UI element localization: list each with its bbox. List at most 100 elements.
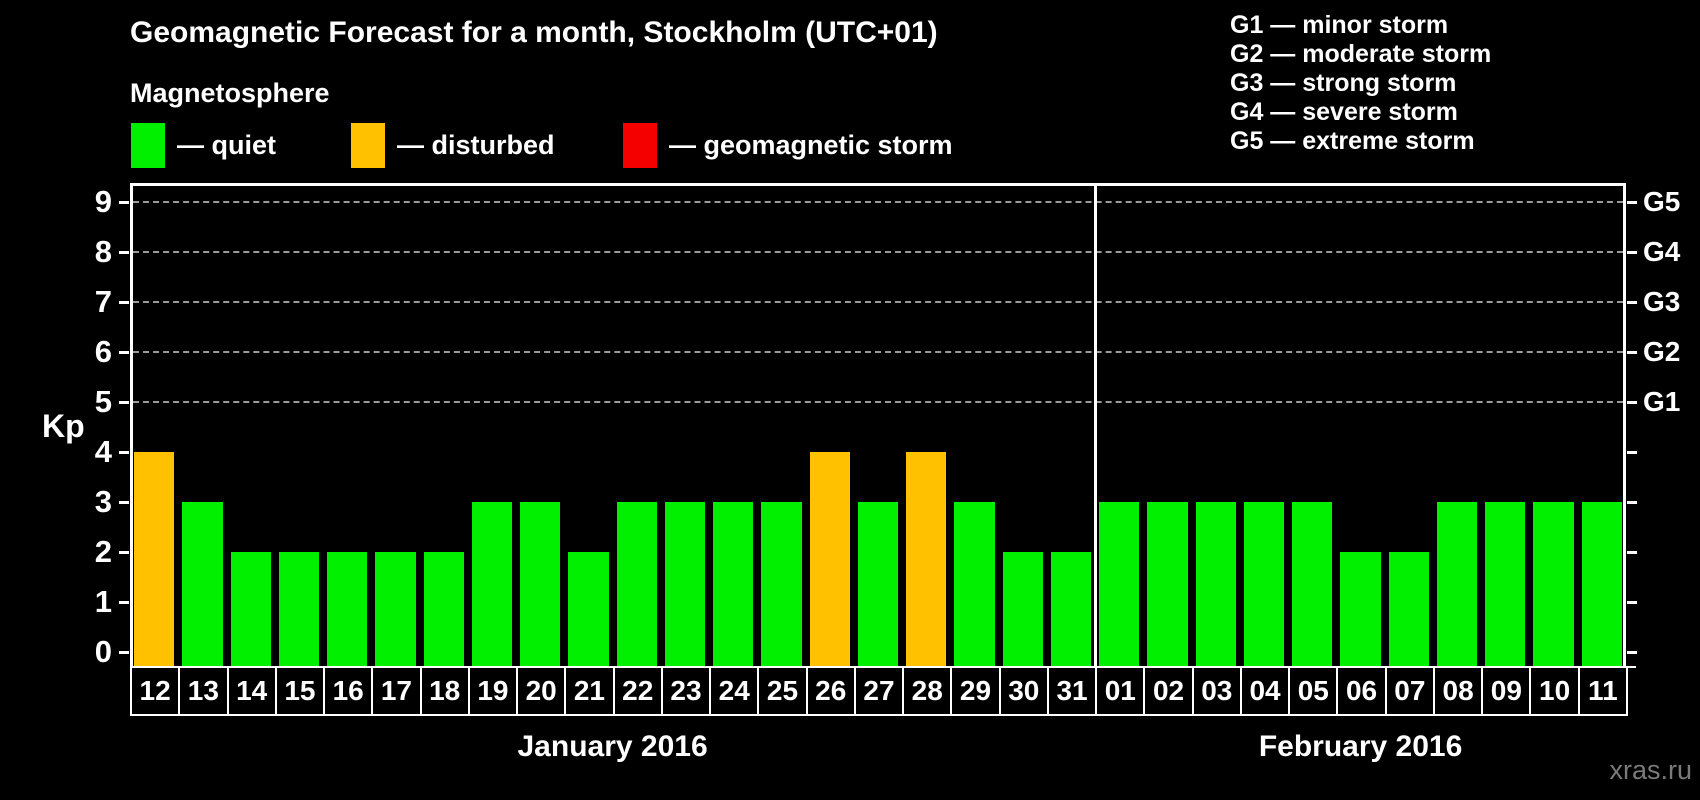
day-label-cell: 28 (902, 668, 953, 716)
gridline-kp8 (133, 251, 1623, 253)
day-label-cell: 31 (1046, 668, 1098, 716)
disturbed-color-swatch (351, 122, 385, 168)
kp-bar-09 (1485, 502, 1526, 666)
y-axis-tick-left (119, 351, 129, 354)
day-axis-row: 12 13 14 15 16 17 18 19 20 21 22 23 24 25 26 27 28 29 30 31… (130, 666, 1636, 718)
y-axis-label: 7 (94, 284, 112, 319)
chart-title: Geomagnetic Forecast for a month, Stockh… (130, 16, 938, 49)
kp-bar-13 (182, 502, 223, 666)
y-axis-tick-right (1627, 201, 1637, 204)
y-axis-tick-left (119, 251, 129, 254)
y-axis-tick-right (1627, 551, 1637, 554)
y-axis-label: 3 (94, 484, 112, 519)
kp-bar-07 (1388, 552, 1429, 666)
y-axis-tick-right (1627, 501, 1637, 504)
quiet-color-swatch (131, 122, 165, 168)
day-label-cell: 07 (1384, 668, 1435, 716)
day-label-cell: 02 (1143, 668, 1194, 716)
day-label-cell: 12 (130, 668, 181, 716)
kp-bar-20 (520, 502, 561, 666)
y-axis-label: 1 (94, 584, 112, 619)
day-label-cell: 11 (1577, 668, 1628, 716)
day-label-cell: 24 (709, 668, 760, 716)
y-axis-tick-right (1627, 351, 1637, 354)
kp-bar-29 (954, 502, 995, 666)
kp-bar-21 (568, 552, 609, 666)
day-label-cell: 08 (1432, 668, 1484, 716)
day-label-cell: 16 (323, 668, 374, 716)
day-label-cell: 13 (178, 668, 229, 716)
y-axis-tick-right (1627, 401, 1637, 404)
y-axis-tick-right (1627, 251, 1637, 254)
kp-bar-22 (616, 502, 657, 666)
g-scale-legend-line: G3 — strong storm (1230, 69, 1457, 97)
kp-bar-26 (809, 452, 850, 666)
y-axis-tick-left (119, 401, 129, 404)
day-label-cell: 03 (1191, 668, 1242, 716)
y-axis-tick-left (119, 651, 129, 654)
right-axis-label-g2: G2 (1643, 336, 1681, 367)
y-axis-title: Kp (42, 408, 85, 444)
legend-item-label: — geomagnetic storm (669, 129, 953, 160)
y-axis-label: 8 (94, 234, 112, 269)
day-label-cell: 05 (1288, 668, 1339, 716)
kp-bar-23 (664, 502, 706, 666)
g-scale-legend-line: G4 — severe storm (1230, 98, 1458, 126)
kp-bar-10 (1533, 502, 1574, 666)
g-scale-legend-line: G5 — extreme storm (1230, 127, 1475, 155)
gridline-kp6 (133, 351, 1623, 353)
g-scale-legend-line: G2 — moderate storm (1230, 40, 1492, 68)
legend-item-disturbed: — disturbed (351, 122, 555, 168)
kp-bar-24 (713, 502, 754, 666)
watermark: xras.ru (1609, 755, 1692, 785)
day-label-cell: 22 (612, 668, 663, 716)
kp-bar-04 (1243, 502, 1285, 666)
storm-color-swatch (623, 122, 657, 168)
day-label-cell: 04 (1239, 668, 1291, 716)
y-axis-label: 2 (94, 534, 112, 569)
kp-bar-03 (1195, 502, 1236, 666)
right-axis-label-g5: G5 (1643, 186, 1681, 217)
kp-bar-12 (134, 452, 175, 666)
g-scale-legend-line: G1 — minor storm (1230, 11, 1449, 39)
day-label-cell: 09 (1481, 668, 1532, 716)
y-axis-tick-left (119, 551, 129, 554)
right-axis-label-g1: G1 (1643, 386, 1681, 417)
legend-item-quiet: — quiet (131, 122, 276, 168)
gridline-kp5 (133, 401, 1623, 403)
day-label-cell: 14 (226, 668, 277, 716)
kp-bar-11 (1581, 502, 1622, 666)
kp-bar-16 (327, 552, 368, 666)
kp-bar-14 (230, 552, 271, 666)
y-axis-label: 0 (94, 634, 112, 669)
magnetosphere-legend-heading: Magnetosphere (130, 78, 330, 108)
right-axis-label-g4: G4 (1643, 236, 1681, 267)
day-label-cell: 23 (660, 668, 712, 716)
kp-bar-15 (278, 552, 320, 666)
kp-bar-06 (1340, 552, 1381, 666)
day-label-cell: 21 (564, 668, 615, 716)
legend-item-storm: — geomagnetic storm (623, 122, 953, 168)
legend-item-label: — disturbed (397, 129, 555, 160)
y-axis-tick-right (1627, 651, 1637, 654)
kp-bar-25 (761, 502, 802, 666)
day-label-cell: 17 (371, 668, 422, 716)
day-label-cell: 29 (950, 668, 1001, 716)
gridline-kp9 (133, 201, 1623, 203)
kp-bar-17 (375, 552, 416, 666)
gridline-kp7 (133, 301, 1623, 303)
day-label-cell: 10 (1529, 668, 1580, 716)
y-axis-tick-right (1627, 601, 1637, 604)
y-axis-label: 9 (94, 184, 112, 219)
month-label: February 2016 (1258, 730, 1463, 763)
y-axis-tick-left (119, 301, 129, 304)
y-axis-tick-left (119, 501, 129, 504)
day-label-cell: 18 (419, 668, 470, 716)
day-label-cell: 19 (467, 668, 519, 716)
y-axis-tick-right (1627, 301, 1637, 304)
day-label-cell: 06 (1336, 668, 1387, 716)
y-axis-label: 5 (94, 384, 112, 419)
kp-bar-28 (906, 452, 947, 666)
g-scale-legend: G1 — minor storm G2 — moderate storm G3 … (1230, 11, 1491, 156)
